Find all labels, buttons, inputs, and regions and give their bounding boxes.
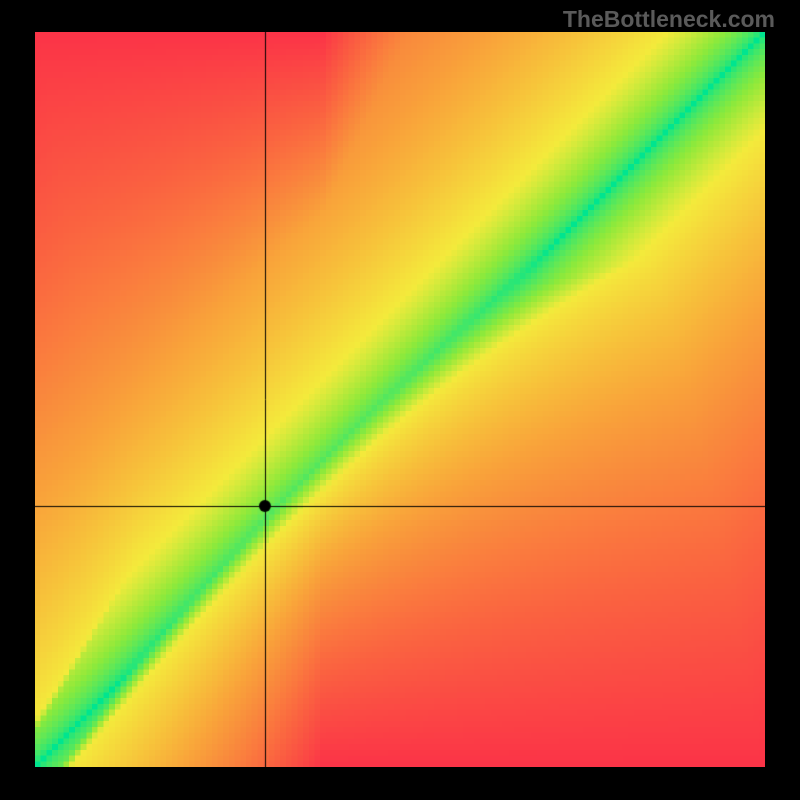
bottleneck-heatmap: [35, 32, 765, 767]
chart-container: TheBottleneck.com: [0, 0, 800, 800]
attribution-text: TheBottleneck.com: [563, 6, 775, 33]
